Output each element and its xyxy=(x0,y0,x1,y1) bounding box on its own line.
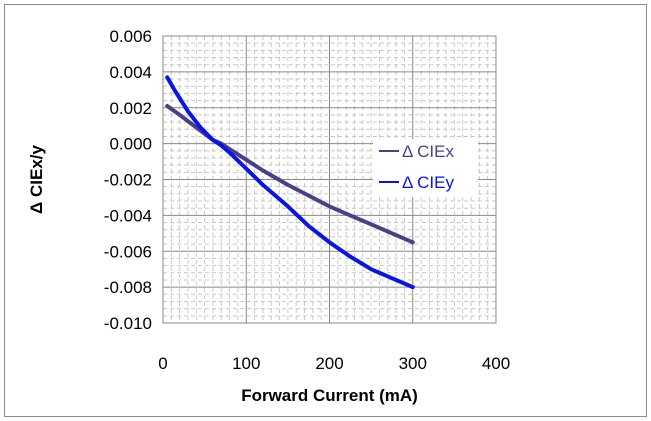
x-tick-label: 100 xyxy=(232,354,260,373)
x-tick-labels: 0 100 200 300 400 xyxy=(158,354,510,373)
x-tick-label: 300 xyxy=(399,354,427,373)
y-tick-label: -0.010 xyxy=(104,314,152,333)
legend-label: Δ CIEy xyxy=(402,173,454,192)
y-tick-label: -0.002 xyxy=(104,171,152,190)
y-tick-label: 0.006 xyxy=(109,27,152,46)
x-axis-title: Forward Current (mA) xyxy=(241,386,418,405)
legend-background xyxy=(373,139,478,197)
y-axis-title: Δ CIEx/y xyxy=(27,145,46,214)
x-tick-label: 0 xyxy=(158,354,167,373)
series-line-delta-ciey xyxy=(165,75,415,290)
legend-label: Δ CIEx xyxy=(402,142,454,161)
plot-border xyxy=(162,35,497,324)
y-tick-label: 0.002 xyxy=(109,99,152,118)
y-tick-label: 0.004 xyxy=(109,63,152,82)
legend: Δ CIEx Δ CIEy xyxy=(373,139,478,197)
y-tick-label: -0.006 xyxy=(104,242,152,261)
y-tick-label: -0.008 xyxy=(104,278,152,297)
y-tick-label: 0.000 xyxy=(109,135,152,154)
x-tick-label: 400 xyxy=(482,354,510,373)
series-lines xyxy=(165,75,415,290)
grid xyxy=(162,35,497,324)
y-tick-labels: 0.006 0.004 0.002 0.000 -0.002 -0.004 -0.006 -0… xyxy=(104,27,152,333)
y-tick-label: -0.004 xyxy=(104,206,152,225)
x-tick-label: 200 xyxy=(315,354,343,373)
